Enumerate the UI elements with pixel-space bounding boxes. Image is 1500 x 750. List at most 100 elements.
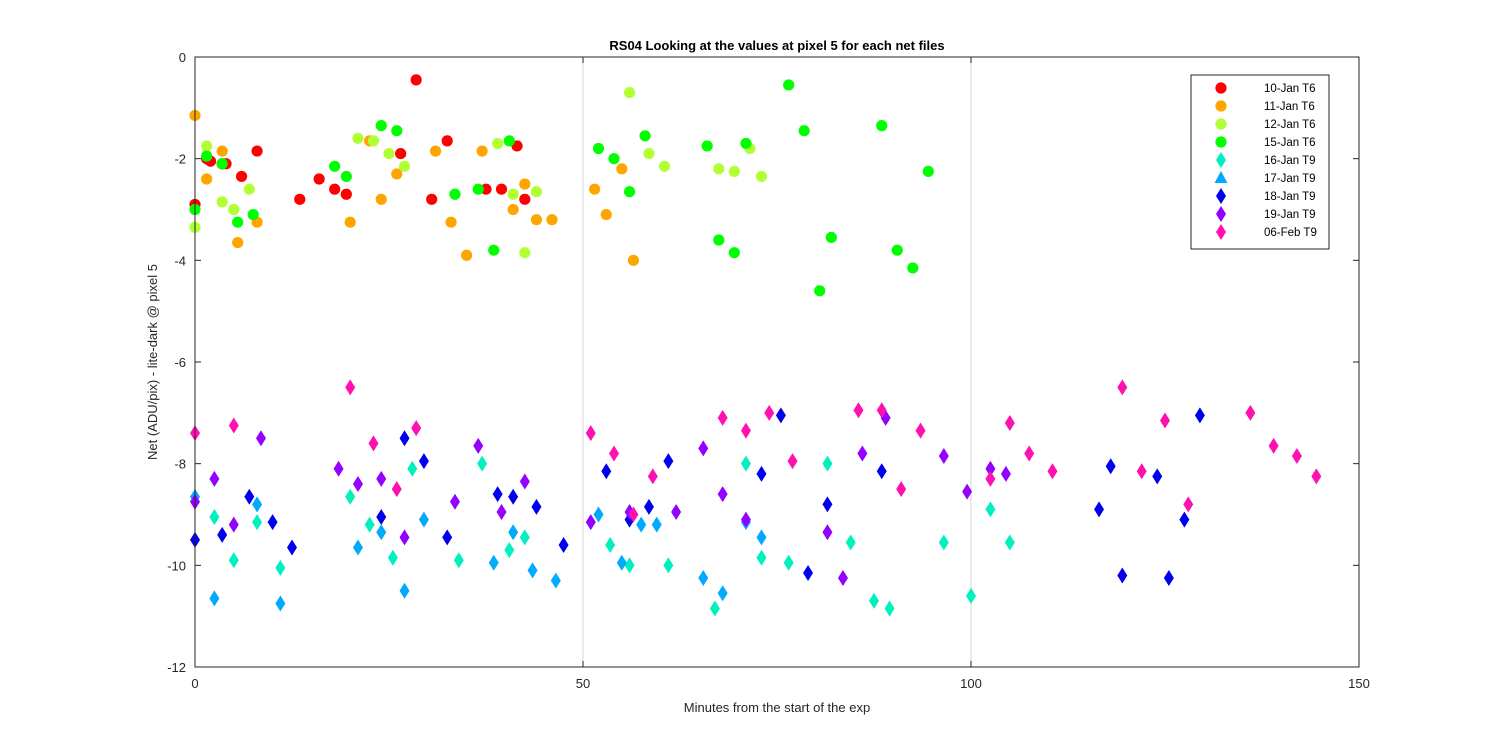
data-point bbox=[985, 460, 996, 477]
data-point bbox=[209, 590, 220, 607]
series-16-jan-t9 bbox=[209, 455, 1015, 617]
data-point bbox=[251, 145, 263, 157]
data-point bbox=[201, 173, 213, 185]
data-point bbox=[445, 216, 457, 228]
data-point bbox=[496, 503, 507, 520]
data-point bbox=[740, 455, 751, 472]
data-point bbox=[387, 549, 398, 566]
legend-marker bbox=[1216, 152, 1226, 168]
legend-label: 17-Jan T9 bbox=[1264, 173, 1316, 185]
data-point bbox=[232, 216, 244, 228]
data-point bbox=[845, 534, 856, 551]
data-point bbox=[368, 435, 379, 452]
data-point bbox=[1291, 448, 1302, 465]
data-point bbox=[480, 183, 492, 195]
data-point bbox=[837, 570, 848, 587]
legend-entry: 18-Jan T9 bbox=[1216, 188, 1316, 204]
data-point bbox=[519, 473, 530, 490]
data-point bbox=[507, 188, 519, 200]
data-point bbox=[375, 120, 387, 132]
data-point bbox=[623, 86, 636, 99]
legend-entry: 06-Feb T9 bbox=[1216, 224, 1317, 240]
legend-entry: 19-Jan T9 bbox=[1216, 206, 1316, 222]
data-point bbox=[558, 537, 569, 553]
data-point bbox=[1004, 415, 1015, 431]
data-point bbox=[247, 208, 259, 221]
data-point bbox=[449, 188, 461, 200]
data-point bbox=[985, 470, 996, 487]
data-point bbox=[1245, 404, 1256, 421]
data-point bbox=[294, 193, 306, 205]
data-point bbox=[1004, 534, 1015, 551]
data-point bbox=[395, 147, 407, 160]
data-point bbox=[329, 160, 341, 172]
data-point bbox=[713, 163, 725, 175]
legend-marker bbox=[1215, 100, 1227, 112]
data-point bbox=[399, 582, 410, 599]
series-19-jan-t9 bbox=[190, 409, 1011, 587]
data-point bbox=[426, 193, 438, 205]
y-tick-label: 0 bbox=[179, 50, 186, 65]
legend-marker bbox=[1215, 118, 1227, 130]
data-point bbox=[1000, 465, 1011, 482]
data-point bbox=[1105, 458, 1116, 475]
data-point bbox=[585, 514, 596, 531]
data-point bbox=[1136, 463, 1147, 480]
data-point bbox=[399, 529, 410, 546]
data-point bbox=[643, 498, 654, 515]
y-axis-label: Net (ADU/pix) - lite-dark @ pixel 5 bbox=[145, 264, 160, 460]
data-point bbox=[418, 453, 429, 470]
data-point bbox=[825, 231, 837, 244]
data-point bbox=[504, 542, 515, 559]
data-point bbox=[255, 430, 266, 447]
axis-ticks: 0 50 100 150 0 -2 -4 -6 -8 -10 -12 bbox=[167, 50, 1370, 691]
data-point bbox=[216, 158, 228, 170]
y-tick-label: -4 bbox=[174, 253, 186, 268]
x-axis-label: Minutes from the start of the exp bbox=[684, 700, 870, 715]
y-tick-label: -12 bbox=[167, 660, 186, 675]
data-point bbox=[531, 498, 542, 515]
legend-marker bbox=[1215, 82, 1227, 94]
data-point bbox=[1179, 511, 1190, 528]
data-point bbox=[508, 524, 519, 541]
data-point bbox=[201, 150, 213, 162]
data-point bbox=[701, 140, 713, 152]
data-point bbox=[627, 254, 640, 266]
data-point bbox=[915, 422, 926, 439]
data-point bbox=[876, 463, 887, 480]
data-point bbox=[616, 554, 627, 571]
y-tick-label: -8 bbox=[174, 457, 186, 472]
legend-marker bbox=[1216, 224, 1226, 240]
legend-marker bbox=[1216, 188, 1226, 204]
data-point bbox=[352, 132, 364, 144]
data-point bbox=[803, 564, 814, 581]
data-point bbox=[507, 203, 519, 216]
data-point bbox=[492, 486, 503, 503]
data-point bbox=[267, 514, 278, 531]
data-point bbox=[876, 402, 887, 419]
data-point bbox=[589, 183, 601, 195]
data-point bbox=[728, 165, 740, 177]
data-point bbox=[822, 496, 833, 513]
data-point bbox=[550, 572, 561, 589]
data-point bbox=[399, 430, 410, 447]
data-point bbox=[783, 79, 795, 91]
data-point bbox=[232, 236, 244, 249]
data-point bbox=[966, 587, 976, 604]
data-point bbox=[275, 595, 286, 612]
x-tick-label: 100 bbox=[960, 676, 982, 691]
data-point bbox=[1047, 463, 1058, 480]
data-point bbox=[1117, 379, 1128, 396]
data-point bbox=[658, 160, 671, 172]
data-point bbox=[519, 529, 530, 546]
data-point bbox=[698, 440, 709, 457]
data-point bbox=[391, 125, 403, 137]
data-point bbox=[884, 600, 895, 617]
data-point bbox=[508, 488, 519, 505]
data-point bbox=[217, 526, 228, 543]
data-point bbox=[530, 186, 543, 198]
data-point bbox=[441, 135, 453, 147]
data-point bbox=[488, 554, 499, 571]
data-point bbox=[313, 173, 325, 185]
data-point bbox=[775, 407, 786, 424]
